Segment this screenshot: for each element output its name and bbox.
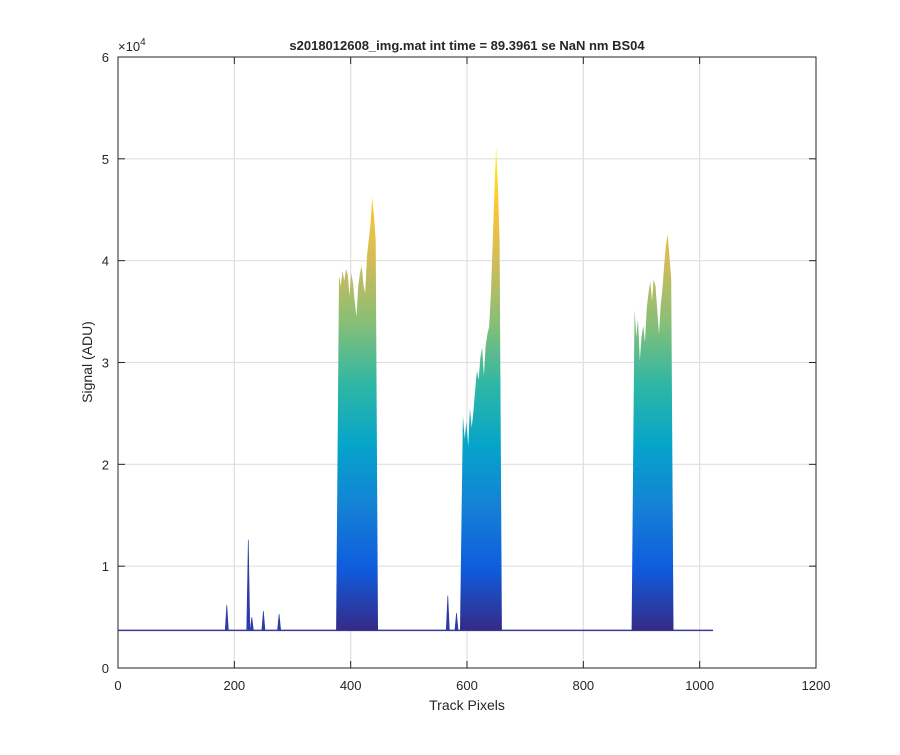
y-tick-label: 6 [102, 50, 109, 65]
tick-labels: 0 200 400 600 800 1000 1200 0 1 2 3 4 5 6 [102, 50, 831, 693]
peak-band-3 [631, 234, 674, 631]
y-tick-label: 4 [102, 254, 109, 269]
spike [277, 613, 282, 631]
y-tick-label: 0 [102, 661, 109, 676]
data-layer [118, 146, 714, 632]
y-exponent-base: ×10 [118, 39, 140, 54]
y-tick-label: 3 [102, 356, 109, 371]
chart-title: s2018012608_img.mat int time = 89.3961 s… [289, 38, 645, 53]
y-tick-label: 5 [102, 152, 109, 167]
x-tick-label: 200 [223, 678, 245, 693]
y-tick-label: 2 [102, 457, 109, 472]
y-exponent-power: 4 [140, 37, 146, 48]
spike [224, 604, 229, 631]
y-tick-label: 1 [102, 559, 109, 574]
peak-band-2 [460, 146, 502, 631]
spike [261, 610, 266, 631]
x-tick-label: 1000 [685, 678, 714, 693]
spike [246, 539, 251, 631]
spike [454, 612, 459, 631]
x-tick-label: 0 [114, 678, 121, 693]
x-axis-label: Track Pixels [429, 697, 505, 713]
y-exponent-label: ×104 [118, 37, 146, 54]
spike [445, 595, 450, 631]
peak-band-1 [336, 197, 378, 631]
ticks [117, 56, 817, 669]
x-tick-label: 800 [572, 678, 594, 693]
x-tick-label: 1200 [802, 678, 831, 693]
x-tick-label: 600 [456, 678, 478, 693]
spike [249, 617, 254, 631]
y-axis-label: Signal (ADU) [79, 321, 95, 403]
x-tick-label: 400 [340, 678, 362, 693]
